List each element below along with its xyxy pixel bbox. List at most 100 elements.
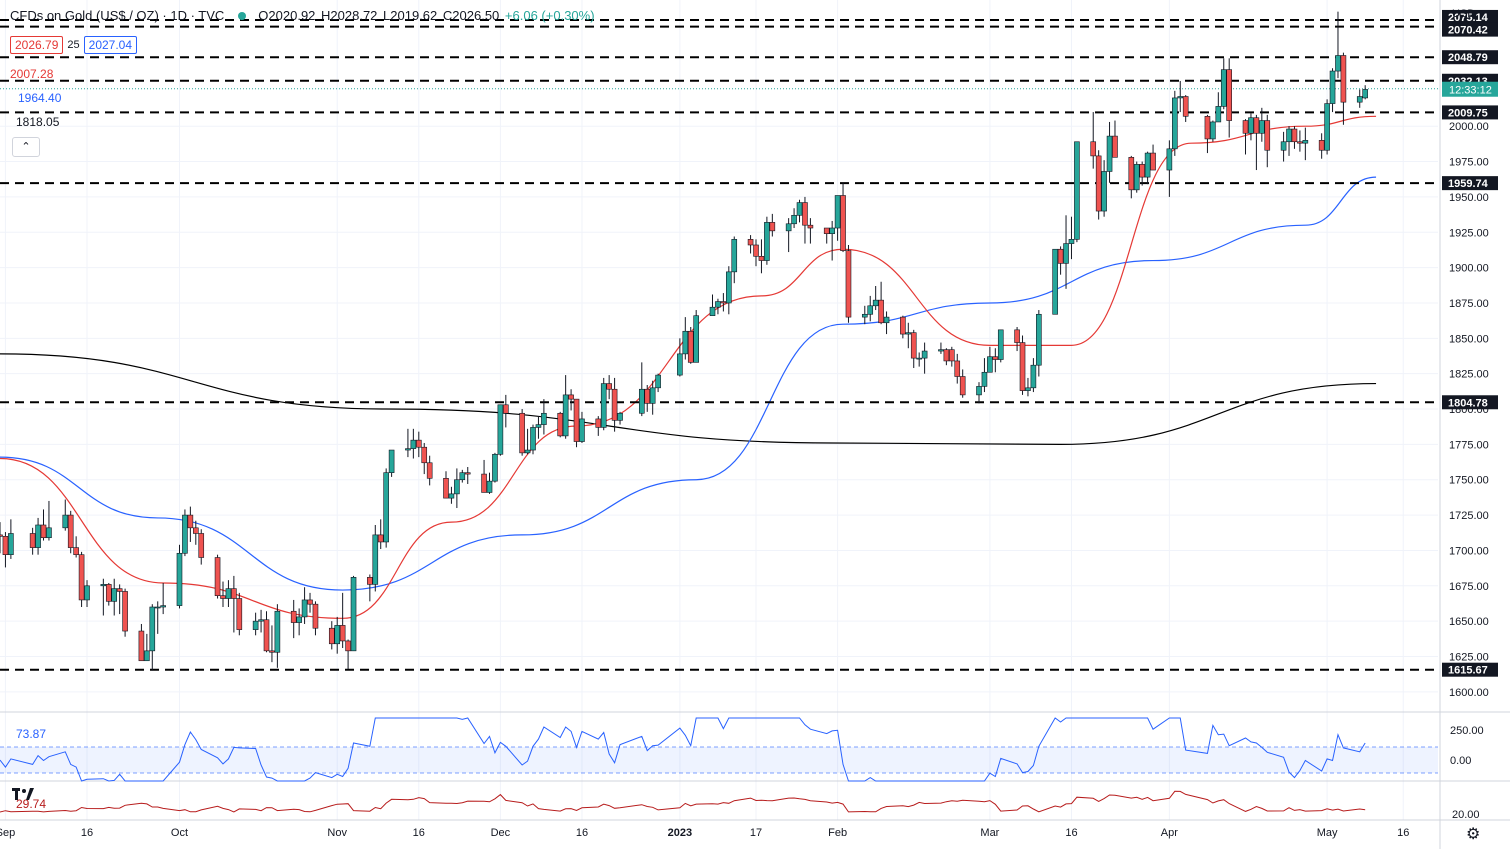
candle-body[interactable] [1302,140,1309,144]
candle-body[interactable] [269,650,275,653]
candle-body[interactable] [454,479,460,495]
candle-body[interactable] [905,332,912,335]
candle-body[interactable] [1335,55,1341,72]
candle-body[interactable] [220,595,226,599]
candle-body[interactable] [541,412,547,425]
candle-body[interactable] [1242,120,1249,134]
candle-body[interactable] [1356,96,1363,103]
candle-body[interactable] [600,383,607,428]
candle-body[interactable] [116,588,123,592]
candle-body[interactable] [105,584,112,602]
candle-body[interactable] [557,412,564,437]
candle-body[interactable] [845,250,852,318]
candle-body[interactable] [677,353,683,376]
candle-body[interactable] [943,349,950,362]
candle-body[interactable] [1220,69,1227,107]
candle-body[interactable] [367,577,373,585]
candle-body[interactable] [1068,239,1075,244]
candle-body[interactable] [807,224,814,229]
candle-body[interactable] [100,584,107,587]
candle-body[interactable] [1297,141,1303,144]
candle-body[interactable] [562,394,569,437]
candle-body[interactable] [1264,120,1271,151]
candle-body[interactable] [638,388,645,414]
candle-body[interactable] [122,591,128,632]
candle-body[interactable] [785,223,792,232]
candle-body[interactable] [301,599,308,618]
candle-body[interactable] [1172,97,1178,150]
candle-body[interactable] [2,536,9,555]
candle-body[interactable] [263,619,270,652]
candle-body[interactable] [1090,141,1097,157]
candle-body[interactable] [198,533,205,558]
candle-body[interactable] [78,554,85,601]
candle-body[interactable] [1025,387,1031,391]
candle-body[interactable] [334,625,341,645]
candle-body[interactable] [997,329,1004,360]
candle-body[interactable] [769,222,776,232]
candle-body[interactable] [1052,248,1058,315]
candle-body[interactable] [1362,89,1368,99]
candle-body[interactable] [29,533,36,548]
candle-body[interactable] [649,387,656,404]
candle-body[interactable] [459,472,466,481]
candle-body[interactable] [981,371,988,387]
candle-body[interactable] [62,514,69,529]
candle-body[interactable] [1128,157,1135,191]
collapse-legend-button[interactable]: ⌃ [12,137,40,157]
candle-body[interactable] [258,619,264,622]
candle-body[interactable] [823,227,830,234]
candle-body[interactable] [687,330,694,363]
candle-body[interactable] [916,357,922,360]
candle-body[interactable] [796,202,803,216]
candle-body[interactable] [187,514,194,529]
candle-body[interactable] [1074,141,1080,240]
candle-body[interactable] [861,313,868,318]
candle-body[interactable] [1253,117,1260,134]
candle-body[interactable] [1182,96,1189,117]
candle-body[interactable] [611,388,618,421]
candle-body[interactable] [606,383,612,390]
candle-body[interactable] [1112,135,1118,158]
candle-body[interactable] [182,514,188,554]
candle-body[interactable] [987,356,993,373]
candle-body[interactable] [328,627,335,645]
candle-body[interactable] [1095,155,1102,212]
candle-body[interactable] [753,244,759,257]
candle-body[interactable] [1133,164,1140,191]
candle-body[interactable] [67,514,74,548]
candle-body[interactable] [758,256,765,261]
candle-body[interactable] [1101,171,1107,212]
candle-body[interactable] [802,202,808,226]
candle-body[interactable] [405,448,411,451]
candle-body[interactable] [154,606,161,609]
candle-body[interactable] [307,599,313,605]
candle-body[interactable] [829,227,835,234]
currency-selector[interactable]: USD [1452,8,1476,20]
candle-body[interactable] [138,630,145,662]
candle-body[interactable] [617,412,623,421]
candle-body[interactable] [720,301,727,304]
candle-body[interactable] [747,239,754,246]
candle-body[interactable] [1215,106,1222,123]
candle-body[interactable] [426,462,433,479]
candle-body[interactable] [252,620,259,630]
candle-body[interactable] [312,603,319,629]
candle-body[interactable] [579,418,585,442]
candle-body[interactable] [1106,135,1113,172]
candle-body[interactable] [388,449,395,473]
candle-body[interactable] [46,527,52,539]
candle-body[interactable] [910,332,917,359]
candle-body[interactable] [443,478,449,499]
candle-body[interactable] [160,605,166,608]
candle-body[interactable] [1204,116,1211,140]
candle-body[interactable] [726,271,732,304]
candle-body[interactable] [410,439,417,449]
candle-body[interactable] [524,449,531,454]
candle-body[interactable] [111,588,118,602]
candle-body[interactable] [464,472,471,475]
candle-body[interactable] [274,610,281,653]
candle-body[interactable] [878,299,884,324]
